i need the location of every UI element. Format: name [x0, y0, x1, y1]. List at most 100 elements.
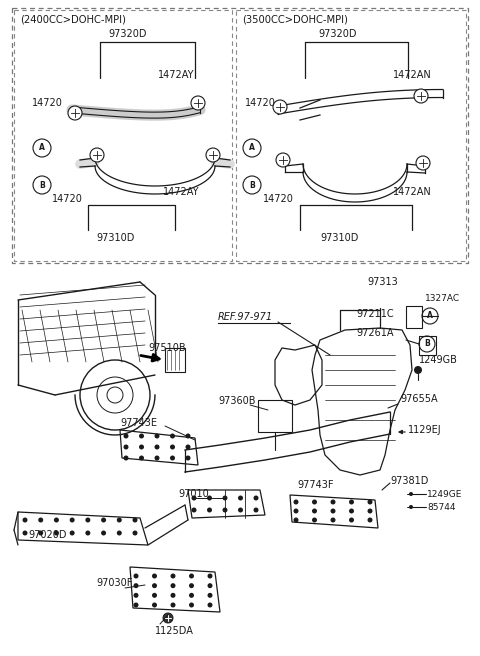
- Circle shape: [117, 531, 122, 535]
- Text: 97655A: 97655A: [400, 394, 438, 404]
- Circle shape: [139, 455, 144, 461]
- Text: 1327AC: 1327AC: [425, 294, 460, 303]
- Text: 85744: 85744: [427, 503, 456, 512]
- Text: A: A: [39, 144, 45, 152]
- Text: 14720: 14720: [263, 194, 294, 204]
- Circle shape: [293, 518, 299, 522]
- Circle shape: [170, 445, 175, 449]
- Circle shape: [139, 445, 144, 449]
- Circle shape: [293, 508, 299, 514]
- Text: 97030F: 97030F: [96, 578, 132, 588]
- Text: 14720: 14720: [245, 98, 276, 108]
- Circle shape: [23, 518, 27, 522]
- Text: 97743F: 97743F: [297, 480, 334, 490]
- Circle shape: [133, 583, 139, 588]
- Circle shape: [70, 531, 75, 535]
- Circle shape: [409, 505, 413, 509]
- Circle shape: [207, 508, 212, 512]
- Circle shape: [85, 518, 90, 522]
- Circle shape: [123, 455, 129, 461]
- Text: B: B: [249, 180, 255, 190]
- Circle shape: [223, 495, 228, 501]
- Circle shape: [38, 531, 43, 535]
- Circle shape: [276, 153, 290, 167]
- Circle shape: [293, 499, 299, 504]
- Circle shape: [192, 508, 196, 512]
- Circle shape: [409, 492, 413, 496]
- Circle shape: [189, 593, 194, 598]
- Text: 1472AN: 1472AN: [393, 187, 432, 197]
- Circle shape: [90, 148, 104, 162]
- Circle shape: [273, 100, 287, 114]
- Circle shape: [312, 499, 317, 504]
- Circle shape: [133, 593, 139, 598]
- Circle shape: [117, 518, 122, 522]
- Circle shape: [170, 434, 175, 438]
- Circle shape: [368, 508, 372, 514]
- Circle shape: [238, 495, 243, 501]
- Circle shape: [312, 518, 317, 522]
- Circle shape: [132, 518, 137, 522]
- Text: 1249GE: 1249GE: [427, 490, 462, 499]
- Circle shape: [416, 156, 430, 170]
- Circle shape: [38, 518, 43, 522]
- Text: A: A: [427, 312, 433, 321]
- Circle shape: [331, 518, 336, 522]
- Text: (3500CC>DOHC-MPI): (3500CC>DOHC-MPI): [242, 14, 348, 24]
- Circle shape: [123, 434, 129, 438]
- Circle shape: [331, 508, 336, 514]
- Circle shape: [68, 106, 82, 120]
- Circle shape: [152, 573, 157, 579]
- Circle shape: [133, 573, 139, 579]
- Circle shape: [206, 148, 220, 162]
- Text: 1249GB: 1249GB: [419, 355, 458, 365]
- Text: 97381D: 97381D: [390, 476, 428, 486]
- Circle shape: [185, 434, 191, 438]
- Circle shape: [207, 593, 213, 598]
- Circle shape: [414, 366, 422, 374]
- Circle shape: [253, 495, 259, 501]
- Text: 97743E: 97743E: [120, 418, 157, 428]
- Circle shape: [170, 602, 176, 607]
- Circle shape: [207, 495, 212, 501]
- Circle shape: [185, 445, 191, 449]
- Circle shape: [123, 445, 129, 449]
- Text: REF.97-971: REF.97-971: [218, 312, 273, 322]
- Circle shape: [189, 573, 194, 579]
- Text: (2400CC>DOHC-MPI): (2400CC>DOHC-MPI): [20, 14, 126, 24]
- Text: 97010: 97010: [178, 489, 209, 499]
- Circle shape: [170, 573, 176, 579]
- Text: B: B: [424, 340, 430, 348]
- Circle shape: [163, 613, 173, 623]
- Text: 1125DA: 1125DA: [155, 626, 194, 636]
- Text: 97310D: 97310D: [96, 233, 134, 243]
- Circle shape: [155, 445, 159, 449]
- Text: 1472AY: 1472AY: [158, 70, 194, 80]
- Text: 1129EJ: 1129EJ: [408, 425, 442, 435]
- Circle shape: [191, 96, 205, 110]
- Circle shape: [155, 455, 159, 461]
- Circle shape: [54, 531, 59, 535]
- Circle shape: [192, 495, 196, 501]
- Circle shape: [414, 89, 428, 103]
- Text: A: A: [249, 144, 255, 152]
- Circle shape: [368, 518, 372, 522]
- Text: 97320D: 97320D: [318, 29, 357, 39]
- Circle shape: [155, 434, 159, 438]
- Circle shape: [349, 518, 354, 522]
- Circle shape: [185, 455, 191, 461]
- Circle shape: [70, 518, 75, 522]
- Text: 1472AY: 1472AY: [163, 187, 200, 197]
- Circle shape: [189, 583, 194, 588]
- Circle shape: [238, 508, 243, 512]
- Text: 97320D: 97320D: [108, 29, 146, 39]
- Circle shape: [132, 531, 137, 535]
- Circle shape: [54, 518, 59, 522]
- Circle shape: [207, 602, 213, 607]
- Circle shape: [331, 499, 336, 504]
- Text: 14720: 14720: [52, 194, 83, 204]
- Text: 97313: 97313: [367, 277, 398, 287]
- Text: 1472AN: 1472AN: [393, 70, 432, 80]
- Text: 97211C: 97211C: [356, 309, 394, 319]
- Circle shape: [139, 434, 144, 438]
